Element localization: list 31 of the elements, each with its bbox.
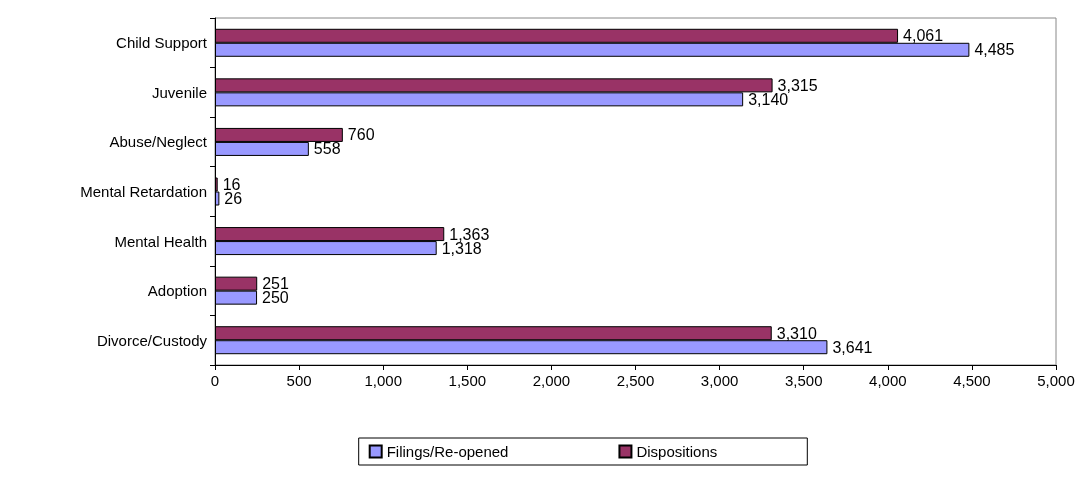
data-label: 4,061 bbox=[903, 27, 944, 45]
x-tick-label: 5,000 bbox=[1037, 372, 1075, 389]
y-tick-label: Mental Health bbox=[114, 232, 207, 250]
y-tick-label: Adoption bbox=[147, 282, 207, 300]
data-label: 26 bbox=[224, 190, 243, 207]
x-tick-label: 3,500 bbox=[784, 372, 823, 389]
data-label: 558 bbox=[313, 140, 341, 158]
y-tick-label: Mental Retardation bbox=[80, 183, 207, 200]
x-tick-label: 4,000 bbox=[869, 372, 907, 389]
y-tick-label: Abuse/Neglect bbox=[109, 133, 208, 151]
data-label: 760 bbox=[347, 126, 375, 144]
y-tick-label: Juvenile bbox=[151, 83, 207, 101]
x-tick-label: 4,500 bbox=[953, 372, 991, 389]
data-label: 1,363 bbox=[449, 225, 490, 243]
legend-label: Dispositions bbox=[636, 443, 718, 460]
x-tick-label: 2,500 bbox=[616, 372, 655, 389]
x-tick-label: 0 bbox=[210, 372, 220, 389]
data-label: 16 bbox=[222, 176, 241, 193]
x-tick-label: 2,000 bbox=[532, 372, 571, 389]
y-tick-label: Child Support bbox=[116, 34, 208, 52]
x-tick-label: 3,000 bbox=[700, 372, 739, 389]
legend-label: Filings/Re-opened bbox=[386, 443, 509, 460]
data-label: 3,641 bbox=[832, 338, 873, 356]
x-tick-label: 1,000 bbox=[364, 372, 402, 389]
data-label: 250 bbox=[262, 289, 289, 307]
data-label: 3,315 bbox=[777, 76, 818, 94]
data-label: 3,310 bbox=[776, 324, 817, 342]
x-tick-label: 500 bbox=[286, 372, 312, 389]
data-label: 4,485 bbox=[974, 41, 1015, 59]
y-tick-label: Divorce/Custody bbox=[96, 331, 208, 349]
x-tick-label: 1,500 bbox=[448, 372, 487, 389]
